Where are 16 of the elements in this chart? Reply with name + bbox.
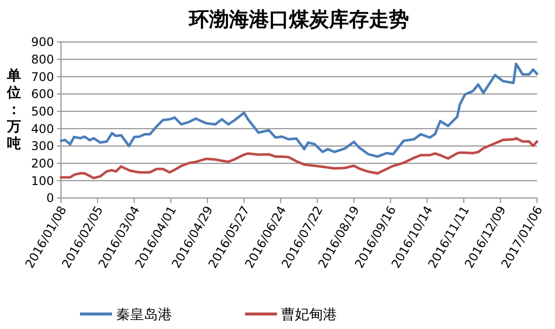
chart-title: 环渤海港口煤炭库存走势 bbox=[188, 7, 409, 31]
y-tick-label: 400 bbox=[31, 122, 54, 136]
y-tick-label: 600 bbox=[31, 87, 54, 102]
y-axis-title: 单位：万吨 bbox=[6, 68, 21, 152]
y-tick-label: 900 bbox=[31, 35, 54, 50]
legend-label: 秦皇岛港 bbox=[116, 306, 172, 323]
y-tick-label: 100 bbox=[31, 174, 54, 188]
y-tick-label: 700 bbox=[31, 70, 54, 84]
y-tick-label: 200 bbox=[31, 156, 54, 171]
legend-label: 曹妃甸港 bbox=[281, 306, 337, 323]
line-series bbox=[60, 62, 538, 158]
y-tick-label: 500 bbox=[31, 104, 54, 119]
y-tick-label: 800 bbox=[31, 52, 54, 67]
y-tick-label: 300 bbox=[31, 139, 54, 154]
line-series bbox=[60, 136, 538, 180]
y-tick-label: 0 bbox=[46, 191, 54, 206]
